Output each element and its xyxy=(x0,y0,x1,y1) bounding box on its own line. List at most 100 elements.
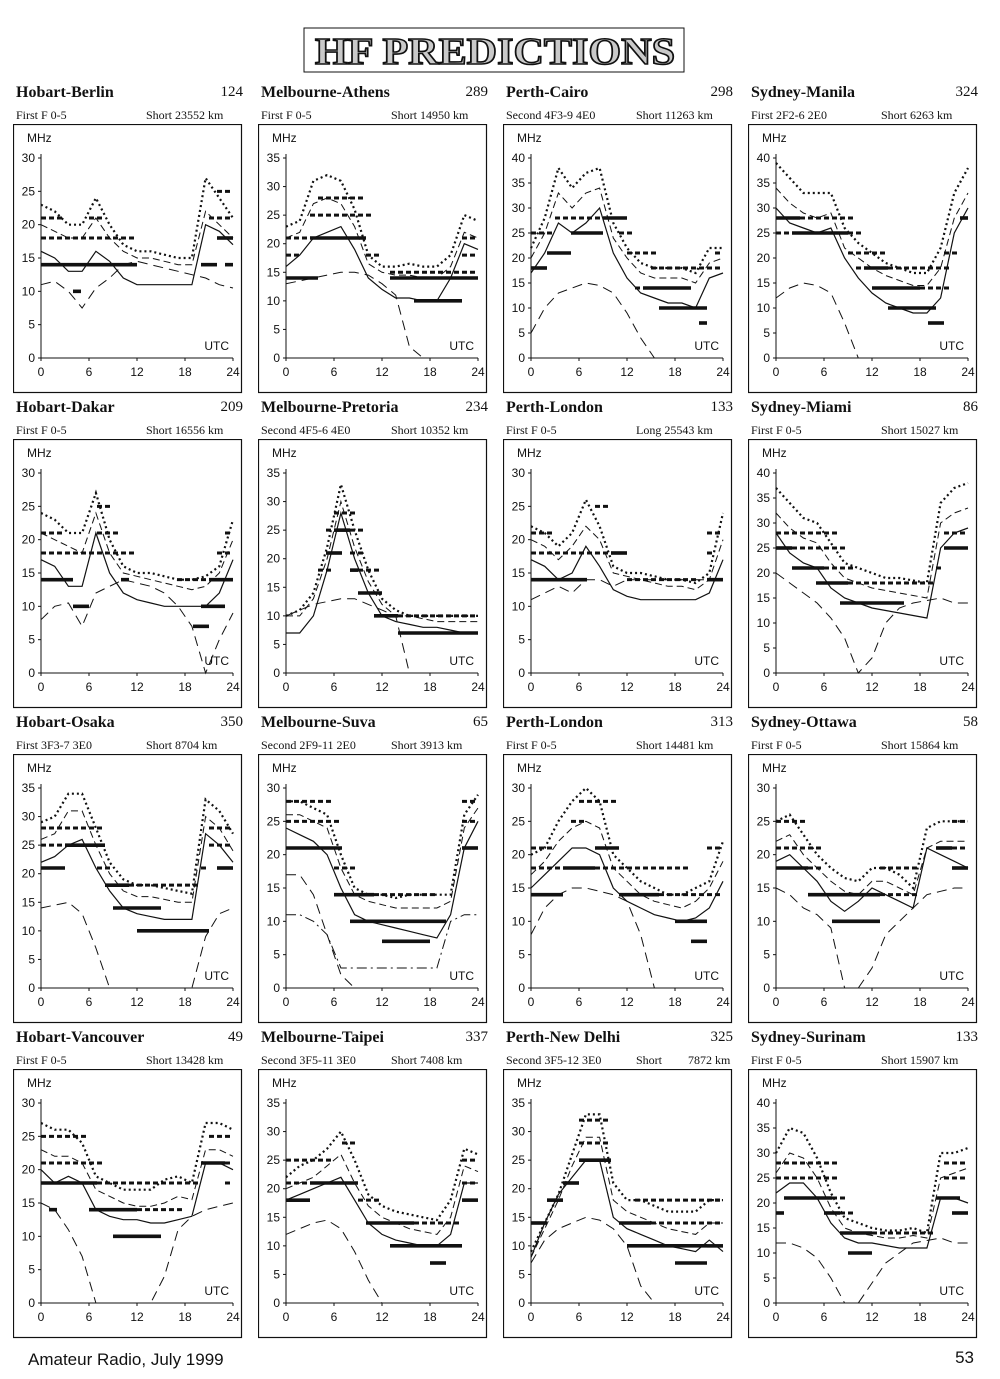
y-tick-label: 15 xyxy=(512,566,526,580)
path-distance: Short 7408 km xyxy=(391,1053,463,1067)
curve-dash xyxy=(286,874,478,989)
chart-panel: Melbourne-Pretoria 234 Second 4F5-6 4E0 Sho… xyxy=(255,399,500,714)
chart-panel: Hobart-Osaka 350 First 3F3-7 3E0 Short 8704… xyxy=(10,714,255,1029)
hf-chart-plot: MHz 0 5 10 15 20 25 30 35 40 0 6 12 18 24 UTC xyxy=(748,124,978,394)
hf-chart-plot: MHz 0 5 10 15 20 25 30 35 0 6 12 18 24 UTC xyxy=(13,754,243,1024)
y-tick-label: 15 xyxy=(267,1210,281,1224)
x-tick-label: 24 xyxy=(716,365,730,379)
y-tick-label: 20 xyxy=(512,251,526,265)
route-title: Perth-London xyxy=(506,714,603,731)
x-tick-label: 0 xyxy=(528,680,535,694)
curve-thin xyxy=(286,807,479,909)
page-banner: HF PREDICTIONS xyxy=(300,22,690,78)
y-axis-label: MHz xyxy=(762,131,787,145)
plot-frame xyxy=(748,439,978,709)
bearing-number: 86 xyxy=(963,399,978,415)
curve-thin xyxy=(40,511,234,591)
y-tick-label: 5 xyxy=(273,322,280,336)
curve-dotted xyxy=(775,1126,969,1235)
y-tick-label: 20 xyxy=(512,848,526,862)
y-tick-label: 25 xyxy=(267,1153,281,1167)
x-tick-label: 6 xyxy=(576,680,583,694)
y-tick-label: 35 xyxy=(267,151,281,165)
route-title: Sydney-Ottawa xyxy=(751,714,857,731)
x-axis-label: UTC xyxy=(694,654,719,668)
plot-frame xyxy=(13,1069,243,1339)
y-tick-label: 0 xyxy=(518,981,525,995)
x-tick-label: 0 xyxy=(283,995,290,1009)
curve-dash xyxy=(285,1219,478,1304)
y-tick-label: 20 xyxy=(512,1182,526,1196)
y-tick-label: 15 xyxy=(267,881,281,895)
propagation-mode: First F 0-5 xyxy=(261,108,312,122)
propagation-mode: First 2F2-6 2E0 xyxy=(751,108,828,122)
y-tick-label: 40 xyxy=(757,1096,771,1110)
y-tick-label: 0 xyxy=(28,666,35,680)
hf-chart-plot: MHz 0 5 10 15 20 25 30 0 6 12 18 24 UTC xyxy=(748,754,978,1024)
y-tick-label: 20 xyxy=(22,867,36,881)
x-tick-label: 18 xyxy=(423,365,437,379)
y-axis-label: MHz xyxy=(517,446,542,460)
chart-panel: Sydney-Miami 86 First F 0-5 Short 15027 km M… xyxy=(745,399,990,714)
bearing-number: 289 xyxy=(465,84,489,100)
x-tick-label: 0 xyxy=(528,365,535,379)
x-tick-label: 24 xyxy=(226,1310,240,1324)
curve-dotted xyxy=(40,1121,234,1191)
x-axis-label: UTC xyxy=(939,339,964,353)
y-axis-label: MHz xyxy=(27,446,52,460)
path-distance: Short 11263 km xyxy=(636,108,713,122)
y-tick-label: 25 xyxy=(22,184,36,198)
curve-dotted xyxy=(285,480,478,617)
plot-frame xyxy=(258,124,488,394)
x-tick-label: 6 xyxy=(821,365,828,379)
y-tick-label: 5 xyxy=(518,633,525,647)
path-distance: Short 15027 km xyxy=(881,423,959,437)
y-tick-label: 0 xyxy=(273,666,280,680)
x-tick-label: 24 xyxy=(471,995,485,1009)
x-tick-label: 6 xyxy=(821,995,828,1009)
curve-dash xyxy=(40,901,234,989)
chart-panel: Sydney-Ottawa 58 First F 0-5 Short 15864 km… xyxy=(745,714,990,1029)
curve-solid xyxy=(530,545,724,601)
curve-solid xyxy=(40,1162,234,1224)
x-tick-label: 24 xyxy=(226,365,240,379)
y-tick-label: 5 xyxy=(518,1267,525,1281)
y-tick-label: 30 xyxy=(267,495,281,509)
x-tick-label: 6 xyxy=(576,365,583,379)
x-tick-label: 0 xyxy=(38,365,45,379)
curve-thin xyxy=(40,1149,234,1207)
propagation-mode: First F 0-5 xyxy=(751,423,802,437)
y-tick-label: 10 xyxy=(267,294,281,308)
x-tick-label: 18 xyxy=(423,680,437,694)
x-tick-label: 18 xyxy=(423,995,437,1009)
chart-panel: Melbourne-Athens 289 First F 0-5 Short 1495… xyxy=(255,84,500,399)
y-tick-label: 15 xyxy=(757,881,771,895)
x-tick-label: 0 xyxy=(38,680,45,694)
y-tick-label: 20 xyxy=(267,237,281,251)
y-tick-label: 10 xyxy=(267,609,281,623)
propagation-mode: First F 0-5 xyxy=(16,423,67,437)
x-tick-label: 18 xyxy=(913,680,927,694)
curve-solid xyxy=(775,847,969,913)
chart-panel: Sydney-Surinam 133 First F 0-5 Short 15907 … xyxy=(745,1029,990,1344)
y-tick-label: 10 xyxy=(267,914,281,928)
route-title: Hobart-Vancouver xyxy=(16,1029,145,1046)
curve-thin xyxy=(530,820,724,909)
chart-panel: Melbourne-Taipei 337 Second 3F5-11 3E0 Shor… xyxy=(255,1029,500,1344)
bearing-number: 298 xyxy=(710,84,734,100)
y-tick-label: 30 xyxy=(267,180,281,194)
x-tick-label: 18 xyxy=(913,1310,927,1324)
x-axis-label: UTC xyxy=(939,969,964,983)
hf-chart-plot: MHz 0 5 10 15 20 25 30 35 0 6 12 18 24 UTC xyxy=(503,1069,733,1339)
curve-thin xyxy=(775,187,969,286)
y-tick-label: 0 xyxy=(763,1296,770,1310)
curve-dotted xyxy=(775,481,969,585)
y-tick-label: 0 xyxy=(28,351,35,365)
path-distance: Short 15907 km xyxy=(881,1053,959,1067)
y-tick-label: 30 xyxy=(757,201,771,215)
x-tick-label: 18 xyxy=(668,1310,682,1324)
plot-frame xyxy=(503,1069,733,1339)
y-tick-label: 15 xyxy=(757,276,771,290)
y-tick-label: 10 xyxy=(512,599,526,613)
y-axis-label: MHz xyxy=(272,131,297,145)
